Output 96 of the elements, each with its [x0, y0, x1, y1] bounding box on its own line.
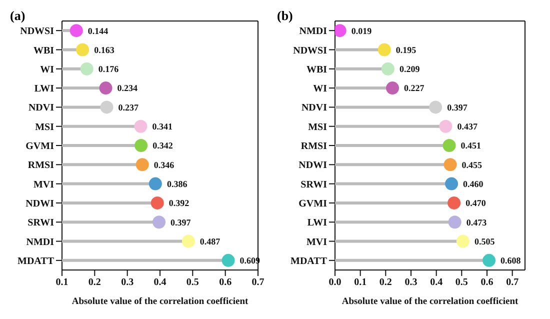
- y-tick-label: SRWI: [28, 218, 54, 229]
- chart-title: (b): [277, 8, 293, 24]
- data-label: 0.234: [117, 83, 138, 94]
- y-tick-label: MDATT: [290, 256, 328, 267]
- x-tick-label: 0.1: [354, 277, 367, 288]
- x-axis-title: Absolute value of the correlation coefficient: [72, 297, 249, 307]
- y-tick-label: MVI: [306, 236, 328, 248]
- point: [76, 43, 90, 56]
- point: [182, 234, 195, 248]
- data-label: 0.144: [88, 26, 109, 36]
- x-tick-label: 0.5: [186, 277, 199, 288]
- point: [222, 254, 235, 267]
- y-tick-label: WBI: [306, 64, 328, 76]
- point: [148, 177, 162, 190]
- point: [70, 24, 83, 38]
- point: [439, 120, 452, 133]
- point: [99, 82, 112, 95]
- point: [381, 62, 394, 76]
- y-tick-label: RMSI: [300, 141, 328, 152]
- data-label: 0.176: [98, 64, 120, 74]
- data-label: 0.473: [466, 217, 488, 228]
- y-tick-label: GVMI: [298, 198, 328, 210]
- x-tick-label: 0.6: [219, 277, 232, 288]
- x-tick-label: 0.4: [154, 277, 166, 288]
- data-label: 0.163: [94, 44, 115, 55]
- x-tick-label: 0.7: [506, 277, 519, 288]
- point: [150, 196, 164, 210]
- data-label: 0.487: [200, 236, 221, 246]
- point: [448, 216, 462, 229]
- point: [456, 234, 470, 248]
- data-label: 0.209: [399, 64, 420, 74]
- x-tick-label: 0.3: [121, 277, 134, 288]
- data-label: 0.392: [168, 198, 190, 208]
- y-tick-label: NMDI: [26, 236, 54, 248]
- x-tick-label: 0.2: [88, 277, 101, 288]
- x-axis-title: Absolute value of the correlation coefficient: [342, 297, 519, 307]
- y-tick-label: MSI: [35, 122, 54, 133]
- x-tick-label: 0.2: [379, 277, 392, 288]
- point: [152, 216, 166, 229]
- y-tick-label: NDWSI: [293, 45, 328, 56]
- point: [445, 177, 458, 190]
- point: [134, 120, 148, 133]
- point: [100, 100, 114, 114]
- x-tick-label: 0.4: [430, 277, 443, 288]
- data-label: 0.386: [166, 179, 188, 190]
- data-label: 0.455: [462, 160, 483, 170]
- data-label: 0.019: [351, 26, 372, 36]
- point: [448, 196, 461, 210]
- data-label: 0.195: [396, 44, 417, 55]
- y-tick-label: WI: [40, 64, 54, 76]
- y-tick-label: MVI: [33, 179, 54, 190]
- x-tick-label: 0.7: [252, 277, 264, 288]
- data-label: 0.608: [500, 256, 522, 266]
- point: [378, 43, 391, 56]
- data-label: 0.460: [463, 179, 484, 190]
- data-label: 0.470: [466, 198, 486, 208]
- data-label: 0.227: [404, 83, 425, 94]
- point: [136, 158, 149, 172]
- data-label: 0.342: [152, 140, 174, 151]
- data-label: 0.451: [460, 140, 482, 151]
- y-tick-label: NDWI: [298, 160, 328, 172]
- x-tick-label: 0.0: [328, 277, 342, 288]
- point: [429, 100, 442, 114]
- data-label: 0.505: [474, 236, 496, 246]
- y-tick-label: NMDI: [299, 26, 328, 38]
- data-label: 0.346: [154, 160, 175, 170]
- x-tick-label: 0.5: [455, 277, 468, 288]
- point: [482, 254, 496, 267]
- y-tick-label: GVMI: [26, 141, 54, 152]
- y-tick-label: NDVI: [28, 102, 54, 114]
- data-label: 0.341: [152, 122, 173, 132]
- data-label: 0.397: [447, 102, 468, 112]
- y-tick-label: WBI: [33, 45, 54, 56]
- y-tick-label: RMSI: [28, 160, 54, 172]
- data-label: 0.437: [457, 122, 478, 132]
- point: [335, 24, 346, 38]
- data-label: 0.397: [170, 217, 192, 228]
- point: [444, 158, 457, 172]
- y-tick-label: MDATT: [18, 256, 54, 267]
- x-tick-label: 0.1: [56, 277, 68, 288]
- y-tick-label: WI: [313, 84, 328, 95]
- point: [442, 139, 456, 152]
- y-tick-label: LWI: [307, 218, 328, 229]
- chart-title: (a): [10, 8, 26, 24]
- data-label: 0.237: [118, 102, 140, 112]
- y-tick-label: NDVI: [301, 102, 328, 114]
- y-tick-label: LWI: [34, 84, 54, 95]
- x-tick-label: 0.6: [480, 277, 494, 288]
- point: [134, 139, 148, 152]
- point: [80, 62, 94, 76]
- y-tick-label: SRWI: [300, 179, 328, 190]
- y-tick-label: NDWSI: [20, 26, 54, 38]
- y-tick-label: MSI: [308, 122, 328, 133]
- point: [386, 82, 400, 95]
- y-tick-label: NDWI: [26, 198, 54, 210]
- x-tick-label: 0.3: [404, 277, 418, 288]
